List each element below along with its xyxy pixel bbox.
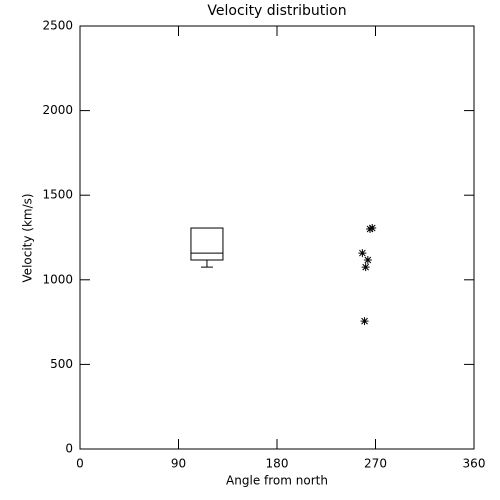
- y-tick-label: 0: [65, 442, 73, 456]
- point: [361, 263, 370, 272]
- point: [368, 224, 377, 233]
- y-tick-label: 2500: [42, 19, 73, 33]
- point: [366, 225, 375, 234]
- y-axis-label: Velocity (km/s): [21, 193, 35, 282]
- x-tick-label: 90: [171, 457, 186, 471]
- y-tick-label: 500: [50, 357, 73, 371]
- x-tick-label: 270: [364, 457, 387, 471]
- point: [363, 256, 372, 265]
- y-tick-label: 2000: [42, 103, 73, 117]
- y-tick-label: 1500: [42, 188, 73, 202]
- point: [358, 249, 367, 258]
- y-tick-label: 1000: [42, 272, 73, 286]
- chart-title: Velocity distribution: [207, 3, 346, 19]
- x-axis-label: Angle from north: [226, 474, 328, 488]
- x-tick-label: 360: [463, 457, 486, 471]
- x-tick-label: 0: [76, 457, 84, 471]
- point: [360, 317, 369, 326]
- x-tick-label: 180: [266, 457, 289, 471]
